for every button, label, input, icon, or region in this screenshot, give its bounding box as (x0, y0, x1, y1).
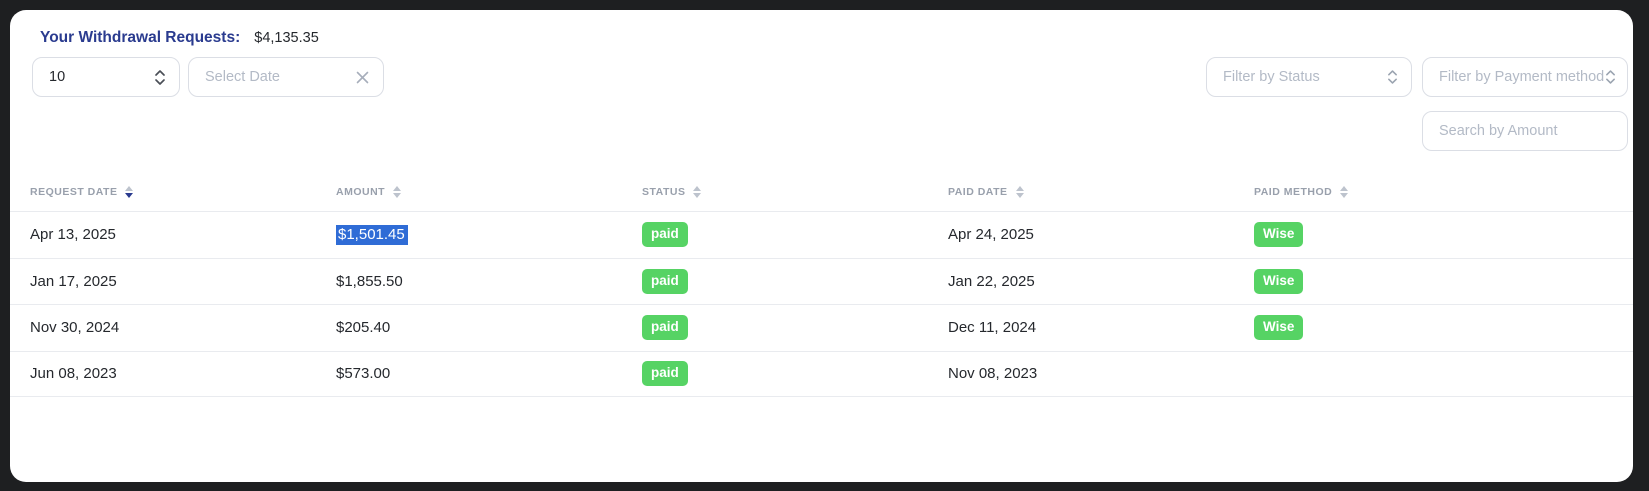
paid-method-badge: Wise (1254, 222, 1304, 248)
cell-request-date: Jun 08, 2023 (30, 365, 117, 383)
cell-status: paid (642, 315, 948, 341)
cell-paid-date: Nov 08, 2023 (948, 365, 1038, 383)
sort-arrows-icon (393, 185, 402, 198)
sort-arrows-icon (1340, 185, 1349, 198)
cell-amount: $1,501.45 (336, 225, 642, 246)
status-badge: paid (642, 268, 688, 294)
cell-paid-date: Apr 24, 2025 (948, 226, 1034, 244)
date-filter[interactable] (188, 57, 384, 97)
amount-value: $1,501.45 (336, 225, 408, 246)
page-title: Your Withdrawal Requests: (40, 29, 241, 46)
cell-paid-method: Wise (1254, 222, 1560, 248)
table-row: Apr 13, 2025 $1,501.45 paid Apr 24, 2025… (10, 211, 1633, 258)
cell-amount: $573.00 (336, 365, 642, 382)
table-body: Apr 13, 2025 $1,501.45 paid Apr 24, 2025… (10, 211, 1633, 397)
withdrawal-requests-panel: Your Withdrawal Requests: $4,135.35 10 F… (10, 10, 1633, 482)
table-row: Nov 30, 2024 $205.40 paid Dec 11, 2024 W… (10, 304, 1633, 351)
chevron-up-down-icon (154, 69, 166, 86)
clear-date-icon[interactable] (355, 70, 370, 85)
paid-method-badge: Wise (1254, 268, 1304, 294)
amount-search-input[interactable] (1439, 123, 1614, 139)
cell-request-date: Jan 17, 2025 (30, 272, 117, 290)
total-amount: $4,135.35 (254, 30, 319, 46)
column-header-request-date[interactable]: REQUEST DATE (30, 185, 336, 198)
cell-paid-method: Wise (1254, 268, 1560, 294)
column-header-paid-method[interactable]: PAID METHOD (1254, 185, 1560, 198)
page-size-value: 10 (49, 69, 66, 85)
status-badge: paid (642, 315, 688, 341)
column-header-paid-date[interactable]: PAID DATE (948, 185, 1254, 198)
column-label: STATUS (642, 185, 686, 198)
table-row: Jun 08, 2023 $573.00 paid Nov 08, 2023 (10, 350, 1633, 397)
column-label: PAID DATE (948, 185, 1008, 198)
cell-request-date: Apr 13, 2025 (30, 226, 116, 244)
amount-value: $1,855.50 (336, 272, 403, 290)
cell-paid-method: Wise (1254, 315, 1560, 341)
sort-arrows-icon (125, 185, 134, 198)
status-badge: paid (642, 222, 688, 248)
column-label: AMOUNT (336, 185, 386, 198)
cell-paid-date: Jan 22, 2025 (948, 272, 1035, 290)
status-badge: paid (642, 361, 688, 387)
cell-status: paid (642, 222, 948, 248)
amount-value: $573.00 (336, 365, 391, 383)
chevron-up-down-icon (1387, 69, 1398, 85)
page-size-select[interactable]: 10 (32, 57, 180, 97)
paid-method-badge: Wise (1254, 315, 1304, 341)
column-label: REQUEST DATE (30, 185, 118, 198)
sort-arrows-icon (693, 185, 702, 198)
table-row: Jan 17, 2025 $1,855.50 paid Jan 22, 2025… (10, 257, 1633, 305)
status-filter-placeholder: Filter by Status (1223, 69, 1320, 85)
payment-method-filter-select[interactable]: Filter by Payment method (1422, 57, 1628, 97)
panel-header: Your Withdrawal Requests: $4,135.35 (40, 29, 319, 47)
cell-status: paid (642, 268, 948, 294)
withdrawals-table: REQUEST DATE AMOUNT STATUS PAID DATE PAI… (10, 172, 1633, 397)
cell-status: paid (642, 361, 948, 387)
status-filter-select[interactable]: Filter by Status (1206, 57, 1412, 97)
date-filter-input[interactable] (205, 69, 335, 85)
table-header-row: REQUEST DATE AMOUNT STATUS PAID DATE PAI… (10, 172, 1633, 211)
column-header-amount[interactable]: AMOUNT (336, 185, 642, 198)
column-label: PAID METHOD (1254, 185, 1333, 198)
cell-paid-date: Dec 11, 2024 (948, 319, 1037, 337)
sort-arrows-icon (1015, 185, 1024, 198)
amount-search-field[interactable] (1422, 111, 1628, 151)
cell-amount: $205.40 (336, 319, 642, 336)
column-header-status[interactable]: STATUS (642, 185, 948, 198)
payment-filter-placeholder: Filter by Payment method (1439, 69, 1605, 85)
cell-amount: $1,855.50 (336, 273, 642, 290)
chevron-up-down-icon (1605, 69, 1616, 85)
cell-request-date: Nov 30, 2024 (30, 319, 120, 337)
amount-value: $205.40 (336, 319, 391, 337)
